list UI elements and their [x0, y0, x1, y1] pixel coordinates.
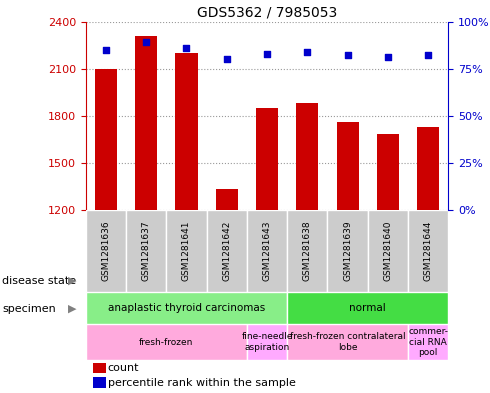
Bar [93, 363, 106, 373]
Text: ▶: ▶ [68, 303, 77, 314]
Text: GSM1281642: GSM1281642 [222, 221, 231, 281]
Text: count: count [107, 363, 139, 373]
Text: GSM1281641: GSM1281641 [182, 220, 191, 281]
Bar [287, 292, 448, 324]
Bar [287, 210, 327, 292]
Text: anaplastic thyroid carcinomas: anaplastic thyroid carcinomas [108, 303, 265, 313]
Bar [93, 377, 106, 387]
Text: fresh-frozen: fresh-frozen [139, 338, 194, 347]
Bar [247, 324, 287, 360]
Bar [287, 324, 408, 360]
Text: GSM1281637: GSM1281637 [142, 220, 151, 281]
Bar [207, 210, 247, 292]
Text: GSM1281643: GSM1281643 [263, 220, 271, 281]
Bar [327, 210, 368, 292]
Bar [216, 189, 238, 210]
Title: GDS5362 / 7985053: GDS5362 / 7985053 [197, 5, 337, 19]
Bar [166, 210, 207, 292]
Bar [95, 69, 117, 210]
Bar [126, 210, 166, 292]
Text: GSM1281636: GSM1281636 [101, 220, 110, 281]
Point [142, 39, 150, 46]
Text: GSM1281640: GSM1281640 [383, 220, 392, 281]
Bar [256, 108, 278, 210]
Point [183, 45, 191, 51]
Bar [417, 127, 440, 210]
Point [303, 49, 311, 55]
Text: GSM1281644: GSM1281644 [424, 221, 433, 281]
Bar [135, 36, 157, 210]
Point [102, 47, 110, 53]
Bar [408, 210, 448, 292]
Text: commer-
cial RNA
pool: commer- cial RNA pool [408, 327, 448, 357]
Bar [337, 122, 359, 210]
Bar [408, 324, 448, 360]
Point [343, 52, 351, 59]
Point [223, 56, 231, 62]
Text: fine-needle
aspiration: fine-needle aspiration [241, 332, 293, 352]
Text: GSM1281638: GSM1281638 [303, 220, 312, 281]
Bar [86, 324, 247, 360]
Text: normal: normal [349, 303, 386, 313]
Bar [86, 210, 126, 292]
Text: percentile rank within the sample: percentile rank within the sample [107, 378, 295, 387]
Text: specimen: specimen [2, 303, 56, 314]
Text: GSM1281639: GSM1281639 [343, 220, 352, 281]
Text: ▶: ▶ [68, 276, 77, 286]
Bar [368, 210, 408, 292]
Point [424, 52, 432, 59]
Bar [175, 53, 197, 210]
Point [263, 50, 271, 57]
Text: disease state: disease state [2, 276, 76, 286]
Bar [377, 134, 399, 210]
Bar [247, 210, 287, 292]
Text: fresh-frozen contralateral
lobe: fresh-frozen contralateral lobe [290, 332, 405, 352]
Point [384, 54, 392, 61]
Bar [296, 103, 318, 210]
Bar [86, 292, 287, 324]
